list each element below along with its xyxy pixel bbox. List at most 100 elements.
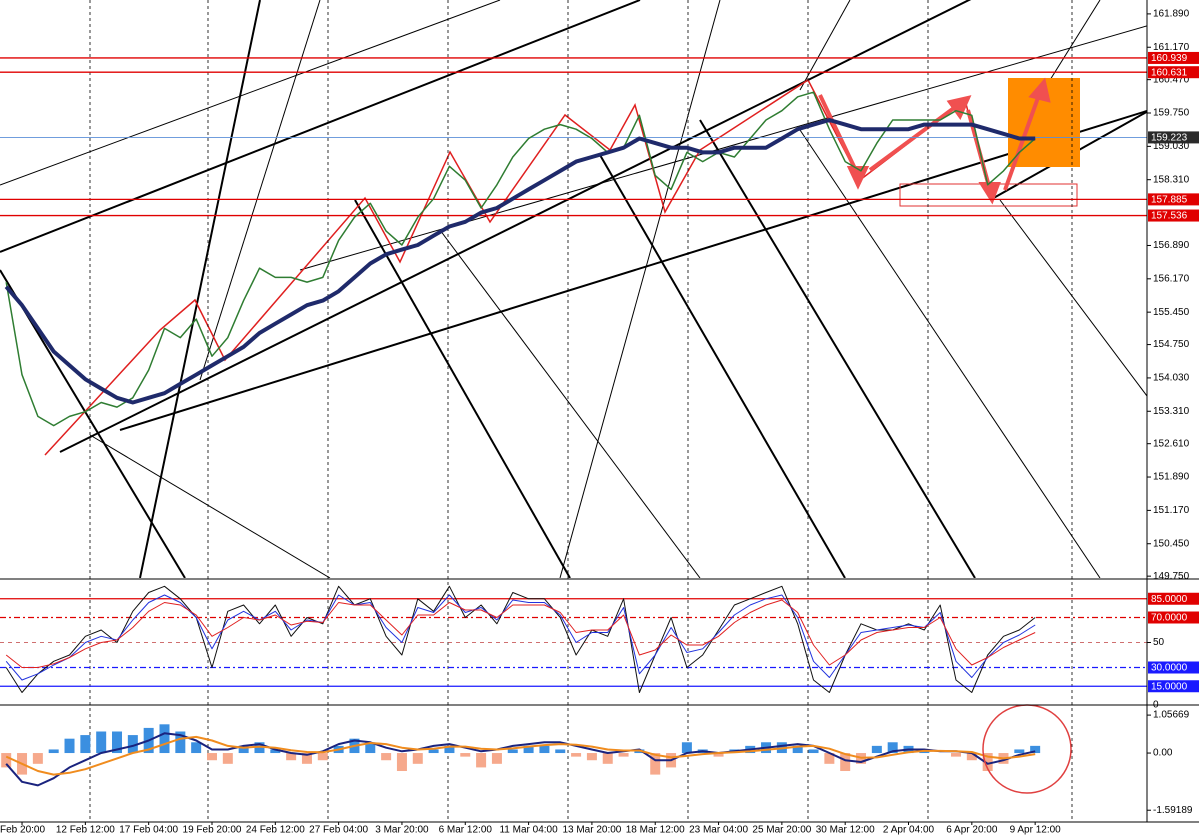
trend-line: [599, 154, 846, 578]
histogram-bar: [80, 735, 91, 754]
histogram-bar: [112, 731, 123, 754]
trend-line: [999, 199, 1147, 397]
x-tick-label: 9 Apr 12:00: [1010, 825, 1062, 836]
trend-line: [89, 434, 331, 578]
level-label-box: [1148, 680, 1199, 693]
histogram-bar: [491, 753, 502, 764]
y-tick-label: 0.00: [1153, 748, 1173, 759]
histogram-bar: [222, 753, 233, 764]
trend-line: [0, 0, 641, 253]
x-tick-label: 13 Mar 20:00: [562, 825, 621, 836]
histogram-bar: [602, 753, 613, 764]
trend-line: [1049, 0, 1101, 81]
histogram-bar: [887, 742, 898, 754]
trend-line: [59, 0, 972, 453]
trend-line: [139, 0, 261, 578]
histogram-bar: [792, 745, 803, 754]
level-label-box: [1148, 661, 1199, 674]
histogram-bar: [1014, 749, 1025, 754]
histogram-bar: [650, 753, 661, 775]
trend-line: [699, 119, 976, 578]
level-label: 15.0000: [1151, 681, 1188, 692]
histogram-bar: [64, 738, 75, 754]
level-label: 30.0000: [1151, 663, 1188, 674]
histogram-bar: [270, 749, 281, 754]
histogram-bar: [444, 745, 455, 754]
x-tick-label: 24 Feb 12:00: [246, 825, 305, 836]
histogram-bar: [127, 735, 138, 754]
y-tick-label: 153.310: [1153, 406, 1190, 417]
x-tick-label: Feb 20:00: [0, 825, 45, 836]
level-label: 159.223: [1151, 133, 1188, 144]
histogram-bar: [808, 749, 819, 754]
histogram-bar: [96, 731, 107, 754]
level-label-box: [1148, 209, 1199, 222]
series-line: [5, 594, 1036, 681]
x-tick-label: 17 Feb 04:00: [119, 825, 178, 836]
histogram-bar: [951, 753, 961, 757]
level-label: 160.939: [1151, 53, 1188, 64]
x-tick-label: 25 Mar 20:00: [752, 825, 811, 836]
level-label: 160.631: [1151, 67, 1188, 78]
x-tick-label: 27 Feb 04:00: [309, 825, 368, 836]
y-tick-label: 154.750: [1153, 339, 1190, 350]
trend-line: [354, 199, 571, 578]
histogram-bar: [618, 753, 629, 757]
level-label-box: [1148, 611, 1199, 624]
level-label-box: [1148, 592, 1199, 605]
histogram-bar: [460, 753, 471, 757]
histogram-bar: [238, 745, 249, 754]
histogram-bar: [982, 753, 993, 772]
y-tick-label: 159.030: [1153, 141, 1190, 152]
x-tick-label: 3 Mar 20:00: [375, 825, 429, 836]
x-tick-label: 19 Feb 20:00: [183, 825, 242, 836]
panel: 1.05669 0.00 -1.59189: [1, 710, 1193, 816]
histogram-bar: [507, 749, 518, 754]
histogram-bar: [1, 753, 12, 768]
zigzag: [44, 78, 991, 456]
histogram-bar: [206, 753, 217, 761]
histogram-bar: [713, 753, 724, 757]
x-tick-label: 11 Mar 04:00: [499, 825, 558, 836]
x-tick-label: 6 Mar 12:00: [439, 825, 493, 836]
histogram-bar: [539, 745, 550, 754]
series-line: [5, 585, 1036, 693]
histogram-bar: [317, 753, 328, 761]
y-tick-label: 149.750: [1153, 571, 1190, 582]
level-label-box: [1148, 131, 1199, 144]
y-tick-label: 156.170: [1153, 273, 1190, 284]
histogram-bar: [365, 742, 376, 754]
trend-line: [0, 0, 501, 186]
y-tick-label: 161.170: [1153, 42, 1190, 53]
level-label: 157.536: [1151, 211, 1188, 222]
histogram-bar: [175, 731, 186, 754]
series-line: [5, 735, 1036, 776]
level-label: 157.885: [1151, 195, 1188, 206]
histogram-bar: [966, 753, 977, 761]
histogram-bar: [555, 749, 566, 754]
histogram-bar: [32, 753, 43, 764]
y-tick-label: 150.450: [1153, 538, 1190, 549]
y-tick-label: 151.170: [1153, 505, 1190, 516]
histogram-bar: [681, 742, 692, 754]
series-line: [4, 118, 1036, 405]
histogram-bar: [396, 753, 407, 772]
x-tick-label: 12 Feb 12:00: [56, 825, 115, 836]
histogram-bar: [381, 753, 392, 761]
histogram-bar: [159, 724, 170, 754]
level-label-box: [1148, 51, 1199, 64]
x-tick-label: 30 Mar 12:00: [816, 825, 875, 836]
x-tick-label: 6 Apr 20:00: [946, 825, 998, 836]
panel: 161.890 161.170 160.470 159.750 159.030 158.3…: [0, 9, 1199, 582]
trend-line: [439, 229, 701, 578]
histogram-bar: [476, 753, 487, 768]
histogram-bar: [254, 742, 265, 754]
y-tick-label: 152.610: [1153, 438, 1190, 449]
level-label: 85.0000: [1151, 594, 1188, 605]
level-label: 70.0000: [1151, 613, 1188, 624]
y-tick-label: 158.310: [1153, 174, 1190, 185]
x-tick-label: 18 Mar 12:00: [626, 825, 685, 836]
